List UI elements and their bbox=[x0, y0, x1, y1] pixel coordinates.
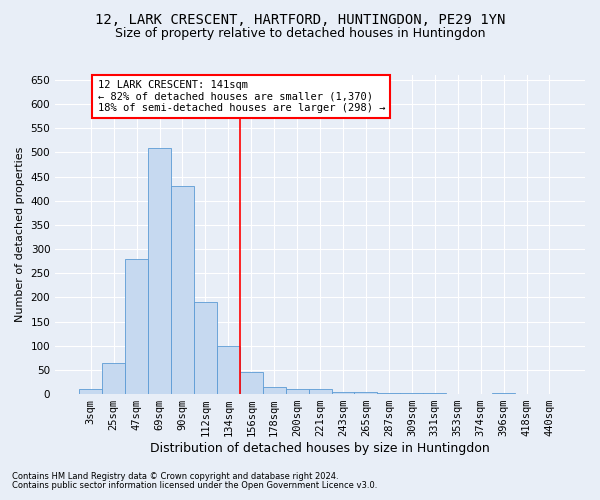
Text: Size of property relative to detached houses in Huntingdon: Size of property relative to detached ho… bbox=[115, 28, 485, 40]
Bar bbox=[194, 302, 217, 394]
Bar bbox=[332, 392, 355, 394]
Bar bbox=[400, 392, 423, 394]
Bar bbox=[492, 392, 515, 394]
Text: 12, LARK CRESCENT, HARTFORD, HUNTINGDON, PE29 1YN: 12, LARK CRESCENT, HARTFORD, HUNTINGDON,… bbox=[95, 12, 505, 26]
Bar bbox=[171, 186, 194, 394]
Text: 12 LARK CRESCENT: 141sqm
← 82% of detached houses are smaller (1,370)
18% of sem: 12 LARK CRESCENT: 141sqm ← 82% of detach… bbox=[98, 80, 385, 113]
Bar bbox=[308, 389, 332, 394]
Bar bbox=[148, 148, 171, 394]
Bar bbox=[377, 392, 400, 394]
X-axis label: Distribution of detached houses by size in Huntingdon: Distribution of detached houses by size … bbox=[150, 442, 490, 455]
Bar bbox=[125, 258, 148, 394]
Text: Contains public sector information licensed under the Open Government Licence v3: Contains public sector information licen… bbox=[12, 481, 377, 490]
Bar bbox=[355, 392, 377, 394]
Bar bbox=[217, 346, 240, 394]
Bar bbox=[423, 393, 446, 394]
Bar bbox=[102, 362, 125, 394]
Y-axis label: Number of detached properties: Number of detached properties bbox=[15, 147, 25, 322]
Bar bbox=[263, 387, 286, 394]
Text: Contains HM Land Registry data © Crown copyright and database right 2024.: Contains HM Land Registry data © Crown c… bbox=[12, 472, 338, 481]
Bar bbox=[240, 372, 263, 394]
Bar bbox=[79, 389, 102, 394]
Bar bbox=[286, 389, 308, 394]
